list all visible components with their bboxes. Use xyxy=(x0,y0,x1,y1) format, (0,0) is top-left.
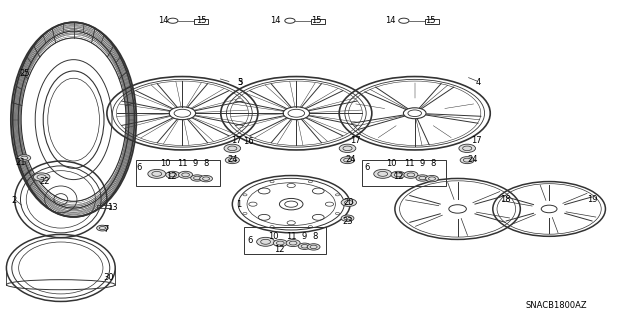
Text: 2: 2 xyxy=(12,197,17,205)
Text: 12: 12 xyxy=(393,172,403,181)
Text: 17: 17 xyxy=(350,136,360,145)
Circle shape xyxy=(33,173,50,181)
Text: 15: 15 xyxy=(425,16,435,25)
Circle shape xyxy=(298,243,311,249)
Circle shape xyxy=(341,199,356,206)
Circle shape xyxy=(426,175,438,182)
Text: 15: 15 xyxy=(312,16,322,25)
Circle shape xyxy=(339,144,356,152)
Text: 11: 11 xyxy=(177,159,188,168)
Circle shape xyxy=(18,155,31,161)
Text: 11: 11 xyxy=(286,232,296,241)
Text: 24: 24 xyxy=(467,155,477,164)
Circle shape xyxy=(166,171,180,178)
Bar xyxy=(362,160,446,186)
Circle shape xyxy=(459,144,476,152)
Text: 14: 14 xyxy=(270,16,280,25)
Text: 11: 11 xyxy=(404,159,415,168)
Circle shape xyxy=(273,240,287,247)
Circle shape xyxy=(179,171,193,178)
Text: 8: 8 xyxy=(204,159,209,168)
Text: 8: 8 xyxy=(431,159,436,168)
Text: 25: 25 xyxy=(19,69,29,78)
Text: 4: 4 xyxy=(476,78,481,87)
Text: 24: 24 xyxy=(346,155,356,164)
Bar xyxy=(136,160,220,186)
Text: 9: 9 xyxy=(420,159,425,168)
Text: 9: 9 xyxy=(301,232,307,241)
Circle shape xyxy=(97,225,108,231)
Circle shape xyxy=(200,175,212,182)
Text: 14: 14 xyxy=(158,16,168,25)
Text: 24: 24 xyxy=(227,155,237,164)
Text: 5: 5 xyxy=(237,78,243,87)
Text: 14: 14 xyxy=(385,16,396,25)
Circle shape xyxy=(341,215,354,221)
Text: 9: 9 xyxy=(193,159,198,168)
Text: 17: 17 xyxy=(232,136,242,145)
Circle shape xyxy=(391,171,405,178)
Text: 10: 10 xyxy=(268,232,278,241)
Text: 13: 13 xyxy=(107,203,117,212)
Circle shape xyxy=(460,157,474,164)
Circle shape xyxy=(286,240,300,247)
Circle shape xyxy=(404,171,418,178)
Text: 8: 8 xyxy=(313,232,318,241)
Text: 19: 19 xyxy=(587,195,597,204)
Text: 18: 18 xyxy=(500,195,511,204)
Text: 6: 6 xyxy=(137,163,142,172)
Circle shape xyxy=(307,244,320,250)
Circle shape xyxy=(191,175,204,181)
Text: 21: 21 xyxy=(15,158,26,167)
Circle shape xyxy=(374,169,392,178)
Bar xyxy=(97,205,111,208)
Circle shape xyxy=(225,157,239,164)
Bar xyxy=(425,19,439,24)
Text: 16: 16 xyxy=(243,137,253,146)
Text: 12: 12 xyxy=(166,172,177,181)
Bar xyxy=(311,19,325,24)
Text: 6: 6 xyxy=(247,236,252,245)
Bar xyxy=(244,227,326,254)
Text: 3: 3 xyxy=(237,78,243,87)
Text: SNACB1800AZ: SNACB1800AZ xyxy=(526,301,588,310)
Text: 22: 22 xyxy=(40,177,50,186)
Text: 15: 15 xyxy=(196,16,207,25)
Text: 10: 10 xyxy=(160,159,170,168)
Text: 20: 20 xyxy=(344,198,354,207)
Text: 30: 30 xyxy=(104,273,114,282)
Bar xyxy=(194,19,208,24)
Text: 6: 6 xyxy=(364,163,369,172)
Circle shape xyxy=(148,169,166,178)
Text: 23: 23 xyxy=(342,217,353,226)
Text: 17: 17 xyxy=(472,136,482,145)
Circle shape xyxy=(224,144,241,152)
Text: 1: 1 xyxy=(236,200,241,209)
Circle shape xyxy=(340,157,355,164)
Text: 7: 7 xyxy=(103,225,108,234)
Text: 12: 12 xyxy=(275,245,285,254)
Text: 10: 10 xyxy=(387,159,397,168)
Circle shape xyxy=(416,175,429,181)
Circle shape xyxy=(257,237,275,246)
